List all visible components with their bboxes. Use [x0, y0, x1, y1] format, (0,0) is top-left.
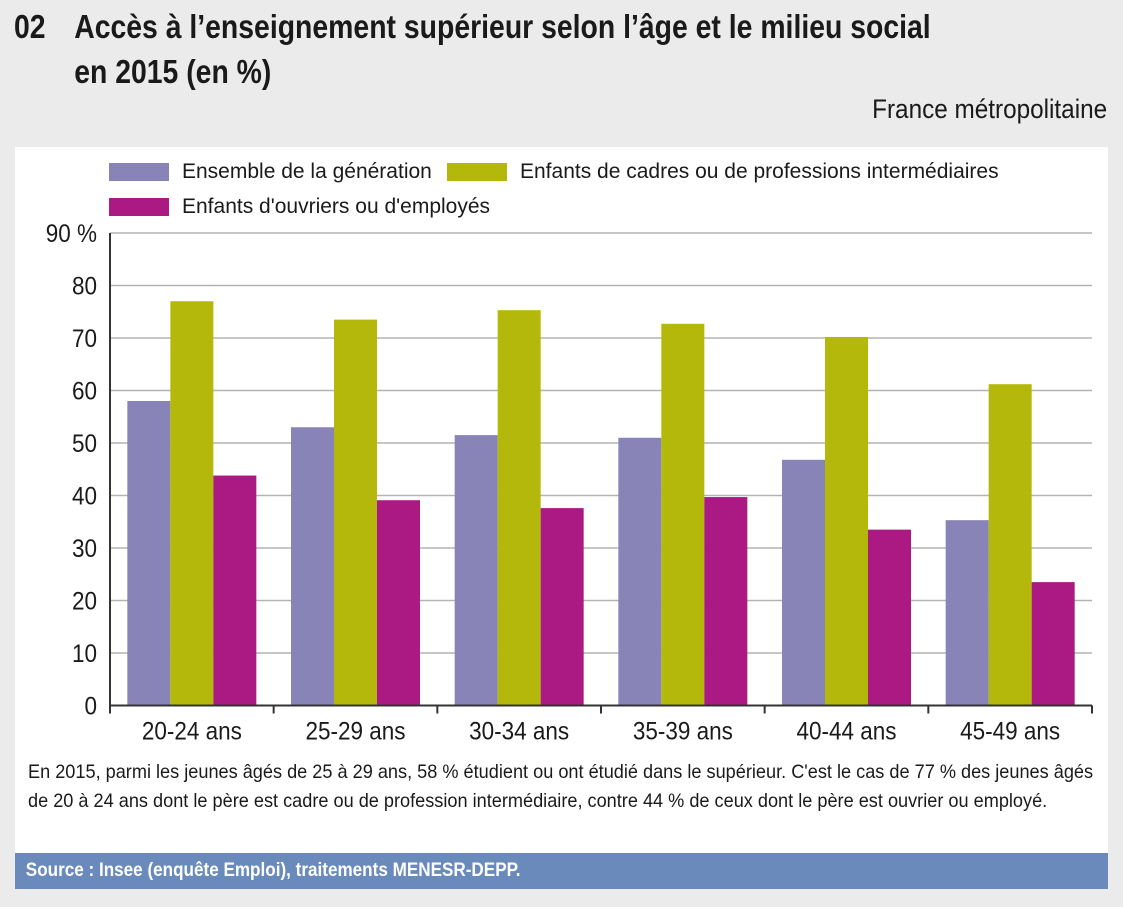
bar: [868, 529, 911, 706]
legend-label-ensemble: Ensemble de la génération: [182, 160, 432, 183]
source-bar: Source : Insee (enquête Emploi), traitem…: [15, 853, 1108, 889]
bar-chart: 0 10 20 30 40 50 60 70 80 90 % 20-24 ans 25-29 ans…: [46, 220, 1093, 746]
figure-title: 02 Accès à l’enseignement supérieur selon…: [14, 4, 931, 94]
y-tick-label: 70: [72, 325, 97, 353]
y-tick-label: 30: [72, 535, 97, 563]
legend-swatch-ensemble: [109, 163, 169, 181]
bar: [497, 310, 541, 706]
chart-note: En 2015, parmi les jeunes âgés de 25 à 2…: [28, 761, 1094, 812]
legend-item-ouvriers: Enfants d'ouvriers ou d'employés: [109, 195, 490, 219]
figure-number: 02: [14, 8, 46, 45]
y-tick-label: 10: [72, 640, 97, 668]
x-tick-label: 40-44 ans: [796, 717, 896, 745]
x-tick-label: 25-29 ans: [305, 717, 405, 745]
figure-scope: France métropolitaine: [871, 94, 1107, 124]
bar: [454, 435, 498, 706]
x-tick-label: 30-34 ans: [469, 717, 569, 745]
y-tick-label: 80: [72, 272, 97, 300]
bar: [540, 508, 584, 706]
y-tick-label: 60: [72, 377, 97, 405]
bar: [782, 459, 825, 706]
source-text: Source : Insee (enquête Emploi), traitem…: [25, 860, 521, 881]
bar: [334, 319, 377, 706]
figure-title-line2: en 2015 (en %): [74, 53, 272, 90]
y-tick-label: 20: [72, 587, 97, 615]
x-tick-label: 20-24 ans: [142, 717, 242, 745]
gridlines: [110, 232, 1092, 654]
legend-item-cadres: Enfants de cadres ou de professions inte…: [447, 160, 999, 184]
bar: [291, 427, 334, 706]
legend-label-ouvriers: Enfants d'ouvriers ou d'employés: [182, 195, 491, 218]
y-tick-label: 90 %: [46, 220, 97, 248]
bar: [127, 401, 171, 706]
bar: [377, 500, 420, 706]
y-tick-label: 40: [72, 482, 97, 510]
bar: [170, 301, 214, 706]
bar: [661, 323, 705, 706]
axes: [109, 233, 1093, 714]
legend-label-cadres: Enfants de cadres ou de professions inte…: [520, 160, 999, 183]
bar: [1031, 582, 1075, 706]
bar: [988, 384, 1032, 706]
bar: [825, 336, 868, 706]
x-tick-labels: 20-24 ans 25-29 ans 30-34 ans 35-39 ans 40-4…: [142, 717, 1060, 745]
bars: [127, 301, 1075, 706]
legend-swatch-ouvriers: [109, 198, 169, 216]
x-tick-label: 35-39 ans: [633, 717, 733, 745]
figure-title-line1: Accès à l’enseignement supérieur selon l…: [74, 8, 931, 45]
legend-swatch-cadres: [447, 163, 507, 181]
legend-item-ensemble: Ensemble de la génération: [109, 160, 432, 184]
y-tick-label: 50: [72, 430, 97, 458]
chart-panel: Ensemble de la génération Enfants de cad…: [15, 147, 1108, 853]
bar: [945, 520, 989, 706]
y-tick-labels: 0 10 20 30 40 50 60 70 80 90 %: [46, 220, 97, 721]
x-tick-label: 45-49 ans: [960, 717, 1060, 745]
bar: [213, 475, 257, 706]
bar: [618, 437, 662, 706]
y-tick-label: 0: [84, 692, 97, 720]
bar: [704, 497, 748, 706]
